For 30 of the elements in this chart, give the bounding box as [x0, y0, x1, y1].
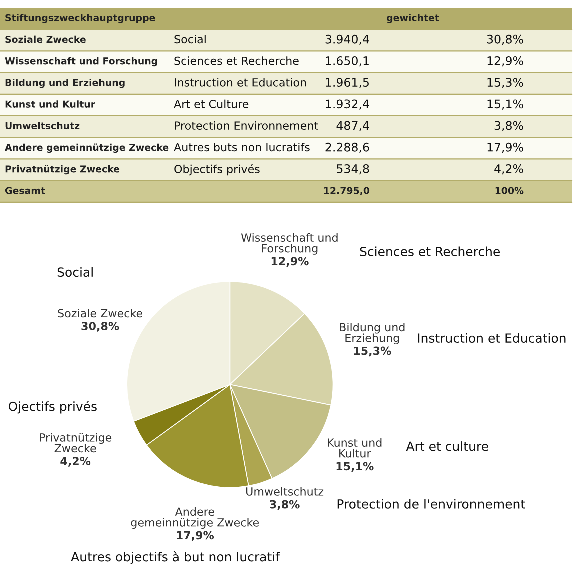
text: Art et culture — [406, 442, 488, 452]
slice-label: Andere gemeinnützige Zwecke — [131, 507, 260, 529]
text: Social — [58, 267, 93, 278]
text: Instruction et Education — [418, 333, 566, 344]
slice-label: Wissenschaft und Forschung — [241, 233, 338, 255]
text: Wissenschaft und Forschung Sciences et Recherche 1.650,1 12,9% — [5, 56, 524, 67]
text: Autres objectifs à but non lucratif — [71, 552, 280, 564]
data-label: 4,2% — [60, 457, 91, 467]
data-label: 15,1% — [336, 462, 374, 472]
data-label: 17,9% — [177, 531, 214, 542]
text: Privatnützige Zwecke Objectifs privés 534,8 4,2% — [6, 164, 524, 176]
data-label: 30,8% — [82, 322, 120, 332]
data-label: 12,9% — [272, 257, 309, 267]
slice-label: Soziale Zwecke — [58, 309, 142, 318]
text: Bildung und Erziehung Instruction et Education 1.961,5 15,3% — [6, 78, 524, 88]
slice-label: Privatnützige Zwecke — [40, 433, 112, 453]
data-label: 15,3% — [354, 346, 392, 357]
text: Gesamt 12.795,0 100% — [5, 187, 524, 196]
text: Sciences et Recherche — [360, 246, 500, 256]
text: Soziale Zwecke Social 3.940,4 30,8% — [6, 34, 524, 46]
text: Protection de l'environnement — [338, 499, 526, 509]
slice-label: Bildung und Erziehung — [340, 323, 405, 345]
text: Kunst und Kultur Art et Culture 1.932,4 15,1% — [6, 100, 524, 110]
text: Umweltschutz Protection Environnement 487,4 3,8% — [6, 121, 524, 132]
text: Stiftungszweckhauptgruppe gewichtet — [6, 14, 440, 24]
data-label: 3,8% — [270, 500, 300, 510]
slice-label: Umweltschutz — [246, 487, 324, 496]
slice-label: Kunst und Kultur — [328, 438, 382, 458]
text: Andere gemeinnützige Zwecke Autres buts non lucratifs 2.288,6 17,9% — [5, 142, 524, 154]
text: Ojectifs privés — [8, 401, 97, 414]
